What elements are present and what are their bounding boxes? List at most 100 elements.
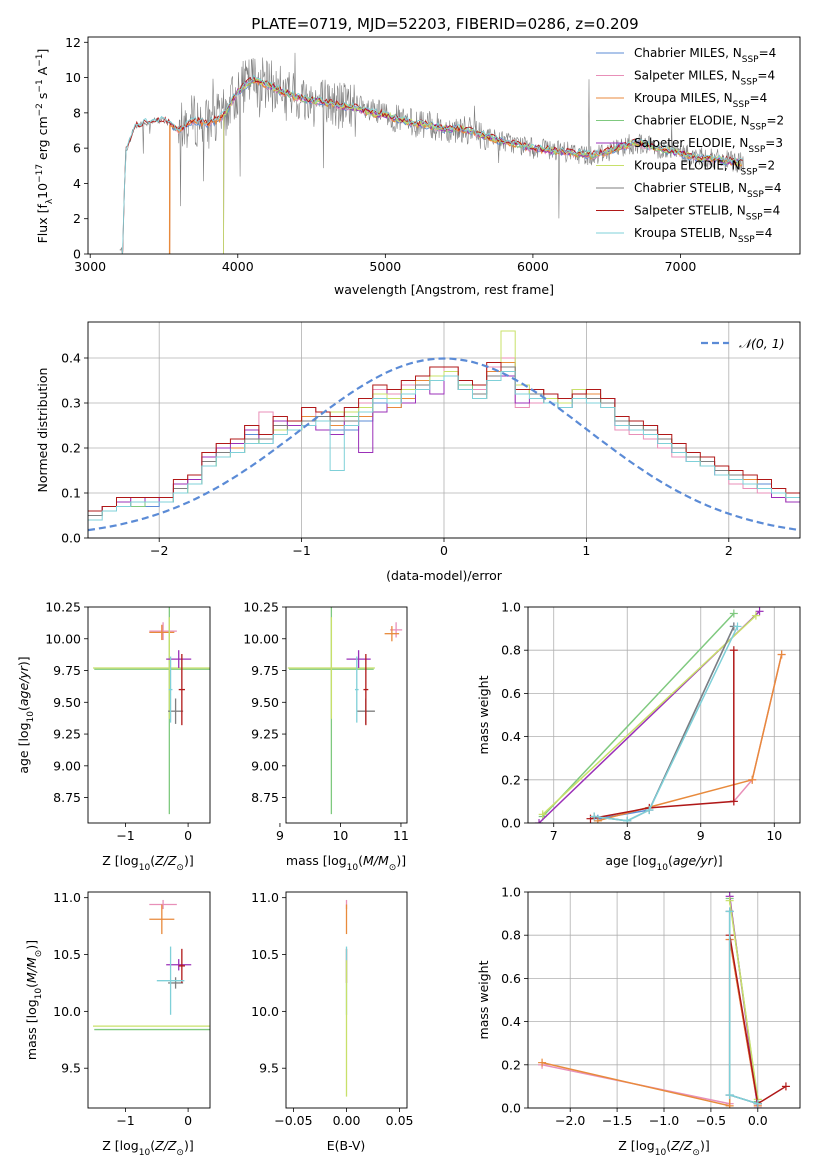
weight-marker	[725, 1091, 734, 1100]
y-tick-label: 0.1	[61, 486, 81, 501]
axes-spines	[527, 606, 801, 824]
y-tick-label: 9.5	[61, 1061, 81, 1076]
x-tick-label: 9	[697, 828, 705, 843]
y-tick-label: 0.2	[61, 441, 81, 456]
errorbar-point	[287, 617, 375, 719]
y-tick-label: 8.75	[53, 790, 81, 805]
x-tick-label: 11	[393, 828, 409, 843]
weight-line-7	[590, 650, 735, 820]
x-axis-label: Z [log10(Z/Z⊙)]	[102, 853, 193, 873]
x-tick-label: −1.5	[602, 1113, 632, 1128]
weight-marker	[725, 896, 734, 905]
legend-label: Salpeter MILES, NSSP=4	[634, 69, 775, 88]
axes-spines	[285, 606, 408, 824]
x-tick-label: 0	[184, 828, 192, 843]
x-axis-label: (data-model)/error	[386, 568, 503, 583]
x-tick-label: 3000	[74, 259, 106, 274]
plot-mass_weight_vs_Z: −2.0 −1.5 −1.0 −0.5 0.0 0.0 0.2 0.4 0.6 0.8 1.0 Z […	[476, 885, 801, 1158]
y-tick-label: 11.0	[53, 890, 81, 905]
x-tick-label: −0.5	[696, 1113, 726, 1128]
plot-content	[119, 52, 744, 254]
x-tick-label: 2	[725, 543, 733, 558]
x-tick-label: 10	[766, 828, 782, 843]
x-tick-label: 9	[276, 828, 284, 843]
axes-frame: 3000 4000 5000 6000 7000 0 2 4 6 8 10 12 wavelength …	[35, 35, 801, 297]
weight-marker	[729, 797, 738, 806]
x-axis-label: wavelength [Angstrom, rest frame]	[334, 282, 554, 297]
x-tick-label: 1	[582, 543, 590, 558]
y-tick-label: 8	[73, 105, 81, 120]
errorbar-point	[346, 650, 371, 668]
y-tick-label: 11.0	[251, 890, 279, 905]
y-tick-label: 9.5	[259, 1061, 279, 1076]
x-tick-label: −1	[116, 1113, 134, 1128]
x-tick-label: −0.05	[274, 1113, 312, 1128]
errorbar-point	[363, 654, 369, 726]
errorbar-point	[149, 899, 177, 910]
x-tick-label: −2	[150, 543, 168, 558]
gaussian-curve	[88, 357, 800, 532]
y-tick-label: 0.3	[61, 396, 81, 411]
errorbar-point	[384, 626, 400, 642]
x-tick-label: 8	[623, 828, 631, 843]
axes-spines	[87, 606, 211, 824]
y-tick-label: 9.00	[53, 758, 81, 773]
x-tick-label: −1.0	[649, 1113, 679, 1128]
legend-label: Salpeter ELODIE, NSSP=3	[634, 136, 783, 155]
weight-marker	[729, 609, 738, 618]
axes-frame: −2.0 −1.5 −1.0 −0.5 0.0 0.0 0.2 0.4 0.6 0.8 1.0 Z […	[476, 885, 801, 1158]
legend: Chabrier MILES, NSSP=4 Salpeter MILES, NS…	[596, 46, 784, 245]
weight-line-5	[542, 615, 757, 815]
plot-age_vs_Z: −1 0 8.75 9.00 9.25 9.50 9.75 10.00 10.25 Z [log1…	[16, 600, 211, 873]
x-tick-label: −1	[292, 543, 310, 558]
weight-marker	[538, 1058, 547, 1067]
histogram-8	[88, 371, 800, 521]
y-tick-label: 8.75	[251, 790, 279, 805]
legend-label: Chabrier MILES, NSSP=4	[634, 46, 776, 65]
y-tick-label: 10	[65, 70, 81, 85]
x-tick-label: 7000	[665, 259, 697, 274]
errorbar-point	[178, 654, 185, 726]
errorbar-point	[168, 656, 173, 723]
x-tick-label: 6000	[517, 259, 549, 274]
errorbar-point	[178, 948, 185, 983]
weight-line-5	[728, 900, 759, 1100]
y-axis-label: Flux [fλ10−17 erg cm−2 s−1 A−1]	[35, 49, 55, 244]
y-tick-label: 1.0	[501, 885, 521, 900]
y-tick-label: 9.75	[251, 663, 279, 678]
y-tick-label: 10.5	[251, 947, 279, 962]
y-tick-label: 10.5	[53, 947, 81, 962]
x-tick-label: 10	[332, 828, 348, 843]
y-tick-label: 6	[73, 141, 81, 156]
plot-content	[287, 607, 403, 815]
errorbar-point	[156, 946, 185, 1015]
weight-marker	[593, 816, 602, 823]
x-axis-label: Z [log10(Z/Z⊙)]	[102, 1138, 193, 1158]
y-tick-label: 0.4	[501, 729, 521, 744]
plot-content	[88, 330, 800, 532]
y-tick-label: 2	[73, 211, 81, 226]
y-tick-label: 9.25	[53, 727, 81, 742]
y-tick-label: 9.50	[251, 695, 279, 710]
legend-label: Kroupa MILES, NSSP=4	[634, 91, 767, 110]
y-tick-label: 9.50	[53, 695, 81, 710]
weight-marker	[729, 646, 738, 655]
weight-marker	[755, 607, 764, 616]
weight-marker	[748, 775, 757, 784]
y-tick-label: 0.8	[501, 928, 521, 943]
x-tick-label: 0.00	[333, 1113, 361, 1128]
axes-frame: −1 0 8.75 9.00 9.25 9.50 9.75 10.00 10.25 Z [log1…	[16, 600, 211, 873]
plot-mass_weight_vs_age: 7 8 9 10 0.0 0.2 0.4 0.6 0.8 1.0 age [log10(age/yr…	[476, 600, 801, 873]
weight-marker	[733, 622, 742, 631]
y-axis-label: mass weight	[476, 675, 491, 754]
plot-content	[535, 607, 786, 823]
y-tick-label: 10.0	[53, 1004, 81, 1019]
y-tick-label: 9.00	[251, 758, 279, 773]
axes-frame: 7 8 9 10 0.0 0.2 0.4 0.6 0.8 1.0 age [log10(age/yr…	[476, 600, 801, 873]
x-axis-label: Z [log10(Z/Z⊙)]	[618, 1138, 709, 1158]
legend: 𝒩(0, 1)	[701, 336, 785, 351]
axes-spines	[87, 891, 211, 1109]
y-tick-label: 12	[65, 35, 81, 50]
